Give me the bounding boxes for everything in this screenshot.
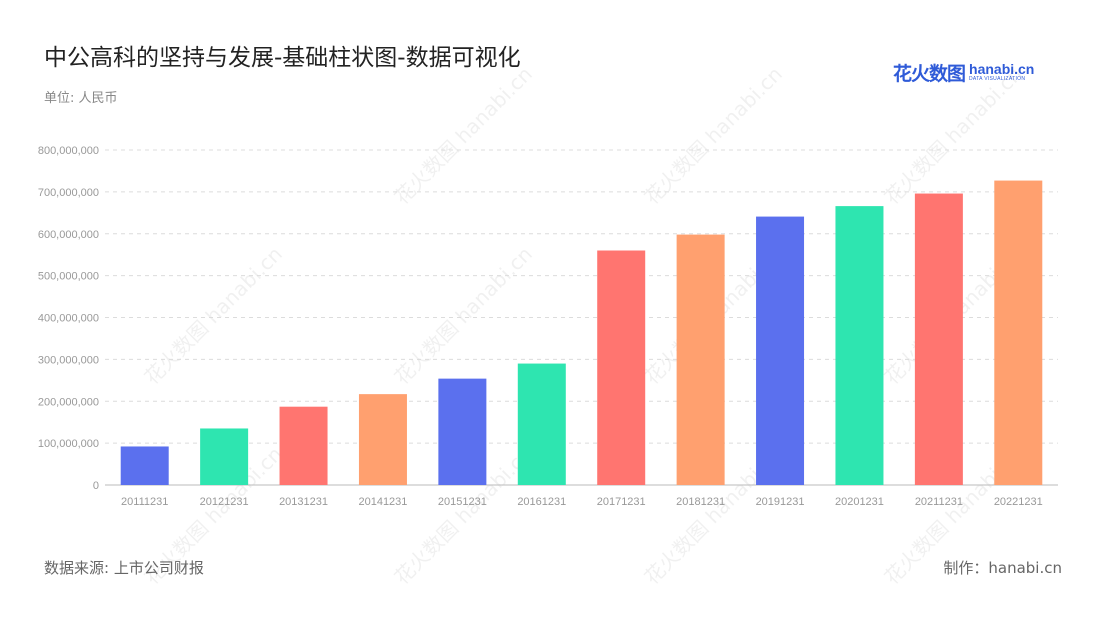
y-tick-label: 800,000,000 xyxy=(38,145,99,157)
x-tick-label: 20171231 xyxy=(597,496,646,508)
logo-en-text: hanabi.cn xyxy=(969,61,1035,77)
maker-credit: 制作：hanabi.cn xyxy=(943,559,1062,577)
x-tick-label: 20181231 xyxy=(676,496,725,508)
y-tick-label: 100,000,000 xyxy=(38,438,99,450)
bar xyxy=(676,234,725,485)
bar xyxy=(994,180,1043,485)
bar xyxy=(597,250,646,485)
logo-cn-text: 花火数图 xyxy=(893,62,966,85)
y-tick-label: 600,000,000 xyxy=(38,229,99,241)
data-source: 数据来源: 上市公司财报 xyxy=(44,559,204,577)
x-tick-label: 20151231 xyxy=(438,496,487,508)
x-tick-label: 20221231 xyxy=(994,496,1043,508)
bar xyxy=(517,363,566,485)
x-tick-label: 20141231 xyxy=(358,496,407,508)
bar xyxy=(279,406,328,485)
x-tick-label: 20161231 xyxy=(517,496,566,508)
x-tick-label: 20211231 xyxy=(915,496,963,508)
bar xyxy=(835,206,884,486)
bar xyxy=(200,428,249,485)
x-tick-label: 20111231 xyxy=(121,496,168,508)
x-tick-label: 20191231 xyxy=(756,496,805,508)
bar xyxy=(438,378,487,485)
logo-sub-text: DATA VISUALIZATION xyxy=(969,76,1026,82)
x-tick-label: 20131231 xyxy=(279,496,328,508)
x-tick-label: 20201231 xyxy=(835,496,884,508)
logo-en-block: hanabi.cn DATA VISUALIZATION xyxy=(969,62,1034,82)
bar xyxy=(914,193,963,486)
y-tick-label: 700,000,000 xyxy=(38,187,99,199)
chart-title: 中公高科的坚持与发展-基础柱状图-数据可视化 xyxy=(44,45,521,71)
unit-label: 单位: 人民币 xyxy=(44,91,118,106)
y-tick-label: 300,000,000 xyxy=(38,354,99,366)
y-tick-label: 200,000,000 xyxy=(38,396,99,408)
bar xyxy=(756,216,805,486)
y-tick-label: 400,000,000 xyxy=(38,313,99,325)
y-tick-label: 500,000,000 xyxy=(38,271,99,283)
x-tick-label: 20121231 xyxy=(200,496,249,508)
bar xyxy=(358,394,407,485)
brand-logo[interactable]: 花火数图 hanabi.cn DATA VISUALIZATION xyxy=(893,60,1034,85)
y-tick-label: 0 xyxy=(93,480,99,492)
bar xyxy=(120,446,169,485)
